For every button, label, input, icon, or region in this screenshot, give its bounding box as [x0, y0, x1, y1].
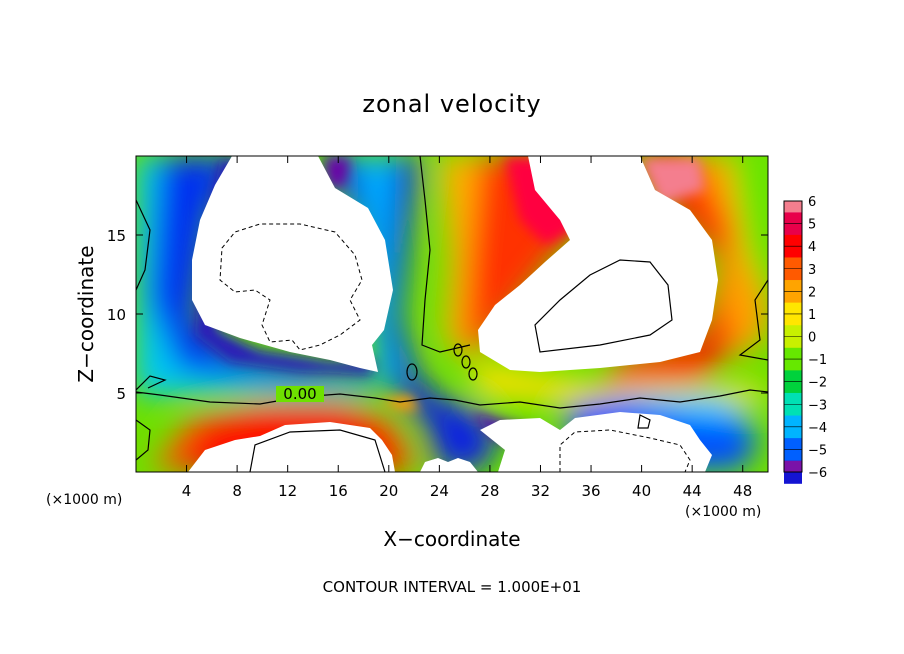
x-axis-label: X−coordinate: [383, 527, 520, 551]
x-axis-ticks: 4 8 12 16 20 24 28 32 36 40 44 48: [182, 156, 752, 500]
colorbar-label: 1: [808, 308, 816, 323]
field-shading: 0.00: [136, 156, 768, 472]
x-tick-label: 40: [632, 482, 651, 500]
colorbar-label: −2: [808, 376, 827, 391]
x-tick-label: 44: [683, 482, 702, 500]
contour-zero: [136, 156, 768, 472]
colorbar-label: −4: [808, 421, 827, 436]
colorbar-label: 5: [808, 218, 816, 233]
x-tick-label: 24: [430, 482, 449, 500]
region-upper-left-core: [192, 156, 393, 372]
contour-label-bg: [276, 386, 324, 402]
colorbar-label: 2: [808, 285, 816, 300]
colorbar-label: 0: [808, 331, 816, 346]
x-tick-label: 32: [531, 482, 550, 500]
x-tick-label: 4: [182, 482, 192, 500]
y-tick-label: 10: [107, 306, 126, 324]
region-bottom-center-gap: [420, 458, 478, 472]
colorbar-label: −6: [808, 466, 827, 481]
colorbar-label: 6: [808, 195, 816, 210]
region-upper-right-core: [478, 156, 718, 372]
x-tick-label: 36: [581, 482, 600, 500]
x-unit-label: (×1000 m): [685, 504, 761, 520]
x-tick-label: 48: [733, 482, 752, 500]
z-unit-label: (×1000 m): [46, 492, 122, 508]
x-tick-label: 20: [379, 482, 398, 500]
y-tick-label: 15: [107, 227, 126, 245]
colorbar: 6 5 4 3 2 1 0 −1 −2 −3 −4 −5 −6: [783, 195, 827, 484]
y-axis-label: Z−coordinate: [74, 245, 98, 382]
colorbar-label: 3: [808, 263, 816, 278]
colorbar-label: −3: [808, 398, 827, 413]
contour-interval-note: CONTOUR INTERVAL = 1.000E+01: [323, 578, 582, 596]
x-tick-label: 16: [329, 482, 348, 500]
region-lower-left-core: [188, 422, 395, 472]
colorbar-label: −1: [808, 353, 827, 368]
contour-label: 0.00: [283, 385, 316, 403]
y-tick-label: 5: [116, 385, 126, 403]
colorbar-swatch: [784, 201, 802, 213]
x-tick-label: 12: [278, 482, 297, 500]
x-tick-label: 28: [480, 482, 499, 500]
colorbar-swatch: [784, 460, 802, 472]
colorbar-label: 4: [808, 240, 816, 255]
x-tick-label: 8: [232, 482, 242, 500]
colorbar-label: −5: [808, 443, 827, 458]
region-lower-right-core: [480, 412, 712, 472]
chart-title: zonal velocity: [362, 90, 541, 118]
contour-negative: [219, 223, 691, 472]
y-axis-ticks: 5 10 15: [107, 227, 768, 403]
